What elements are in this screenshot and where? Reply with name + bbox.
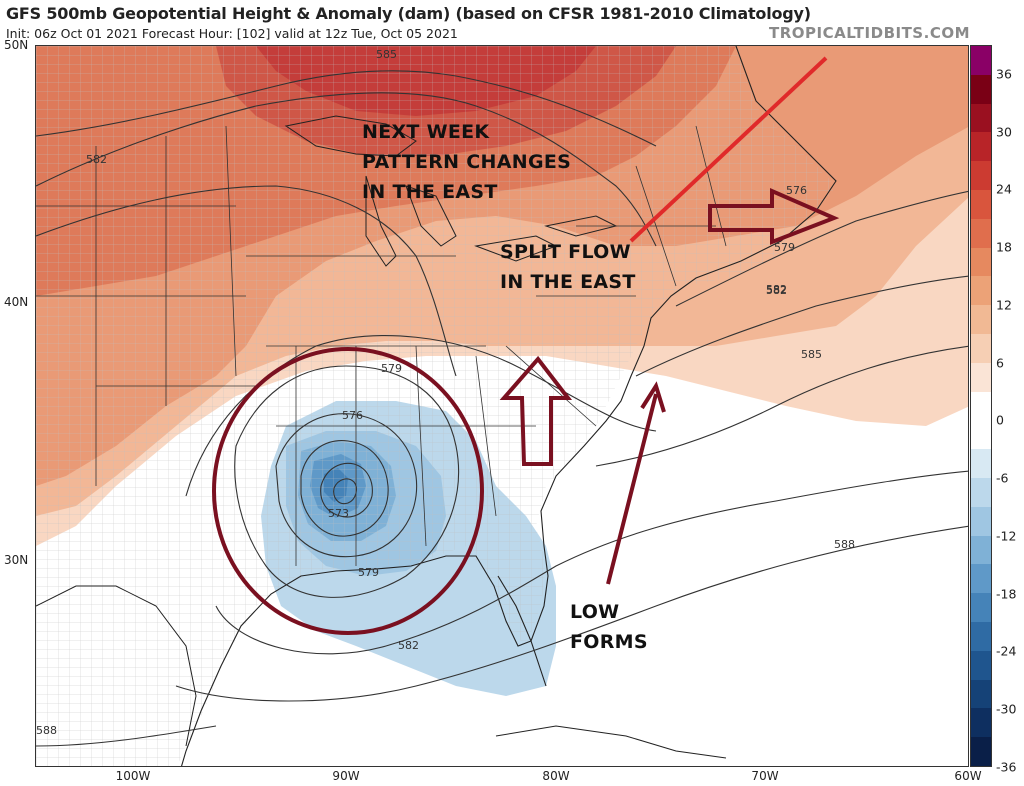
annotation-line: SPLIT FLOW: [500, 241, 631, 263]
contour-label: 582: [766, 284, 787, 297]
colorbar-segment: [971, 103, 991, 133]
colorbar-segment: [971, 506, 991, 536]
anomaly-colorbar: [970, 45, 992, 767]
lon-label: 60W: [954, 769, 982, 783]
colorbar-tick-label: -18: [996, 586, 1017, 602]
annotation-line: NEXT WEEK: [362, 121, 490, 143]
site-watermark: TROPICALTIDBITS.COM: [769, 24, 970, 42]
split-flow-line: [629, 56, 828, 243]
colorbar-tick-label: 36: [996, 66, 1012, 82]
annotation-pattern-change: NEXT WEEK PATTERN CHANGES IN THE EAST: [362, 117, 571, 207]
contour-label: 585: [376, 48, 397, 61]
contour-labels: 582 585 582 576 579 582 585 579 576 573 …: [36, 48, 855, 737]
colorbar-segment: [971, 593, 991, 622]
colorbar-segment: [971, 74, 991, 104]
lat-label: 50N: [4, 38, 29, 52]
right-arrow: [708, 187, 840, 245]
colorbar-tick-label: 24: [996, 181, 1012, 197]
colorbar-segment: [971, 276, 991, 306]
annotation-line: FORMS: [570, 631, 648, 653]
colorbar-segment: [971, 189, 991, 219]
colorbar-segment: [971, 535, 991, 565]
map-title: GFS 500mb Geopotential Height & Anomaly …: [6, 4, 811, 23]
lon-label: 100W: [115, 769, 151, 783]
colorbar-tick-label: 18: [996, 239, 1012, 255]
colorbar-segment: [971, 46, 991, 75]
lon-label: 80W: [542, 769, 570, 783]
colorbar-tick-label: 6: [996, 355, 1004, 371]
colorbar-segment: [971, 132, 991, 162]
colorbar-segment: [971, 477, 991, 507]
colorbar-segment: [971, 218, 991, 248]
colorbar-segment: [971, 362, 991, 392]
height-contours: [36, 70, 968, 747]
great-lakes: [284, 115, 618, 267]
contour-label: 579: [381, 362, 402, 375]
cuba-coast: [495, 725, 727, 759]
colorbar-segment: [971, 333, 991, 363]
colorbar-tick-label: -30: [996, 701, 1017, 717]
lat-label: 30N: [4, 553, 29, 567]
colorbar-segment: [971, 708, 991, 738]
contour-label: 588: [834, 538, 855, 551]
low-forms-arrow: [606, 381, 666, 585]
contour-label: 576: [786, 184, 807, 197]
contour-label: 582: [86, 153, 107, 166]
contour-label: 579: [774, 241, 795, 254]
map-panel: 582 585 582 576 579 582 585 579 576 573 …: [35, 45, 969, 767]
annotation-low-forms: LOW FORMS: [570, 597, 648, 657]
florida-coast: [497, 575, 547, 687]
colorbar-tick-label: -36: [996, 759, 1017, 775]
contour-label: 585: [801, 348, 822, 361]
lon-label: 70W: [751, 769, 779, 783]
up-arrow: [499, 355, 573, 466]
contour-label: 579: [358, 566, 379, 579]
annotation-line: PATTERN CHANGES: [362, 151, 572, 173]
coastline: [181, 46, 837, 766]
colorbar-tick-label: -12: [996, 528, 1017, 544]
colorbar-segment: [971, 420, 991, 450]
colorbar-segment: [971, 391, 991, 421]
colorbar-segment: [971, 305, 991, 334]
colorbar-tick-label: -24: [996, 643, 1017, 659]
annotation-split-flow: SPLIT FLOW IN THE EAST: [500, 237, 636, 297]
contour-label: 588: [36, 724, 57, 737]
annotation-line: IN THE EAST: [500, 271, 636, 293]
lat-label: 40N: [4, 295, 29, 309]
contour-label: 573: [328, 507, 349, 520]
colorbar-segment: [971, 621, 991, 651]
colorbar-tick-label: 12: [996, 297, 1012, 313]
low-circle: [212, 347, 484, 635]
colorbar-tick-label: -6: [996, 470, 1009, 486]
header: GFS 500mb Geopotential Height & Anomaly …: [0, 0, 1024, 44]
colorbar-segment: [971, 449, 991, 478]
colorbar-segment: [971, 247, 991, 277]
colorbar-segment: [971, 737, 991, 766]
colorbar-segment: [971, 650, 991, 680]
contour-label: 582: [398, 639, 419, 652]
colorbar-segment: [971, 679, 991, 709]
contour-label: 576: [342, 409, 363, 422]
map-canvas: 582 585 582 576 579 582 585 579 576 573 …: [36, 46, 968, 766]
map-subtitle: Init: 06z Oct 01 2021 Forecast Hour: [10…: [6, 26, 458, 41]
colorbar-tick-label: 0: [996, 412, 1004, 428]
annotation-line: IN THE EAST: [362, 181, 498, 203]
colorbar-tick-label: 30: [996, 124, 1012, 140]
mexico-coast: [36, 585, 197, 747]
colorbar-segment: [971, 161, 991, 190]
lon-label: 90W: [332, 769, 360, 783]
colorbar-segment: [971, 564, 991, 594]
annotation-line: LOW: [570, 601, 620, 623]
contour-label: 582: [766, 283, 787, 296]
state-borders: [36, 125, 727, 566]
